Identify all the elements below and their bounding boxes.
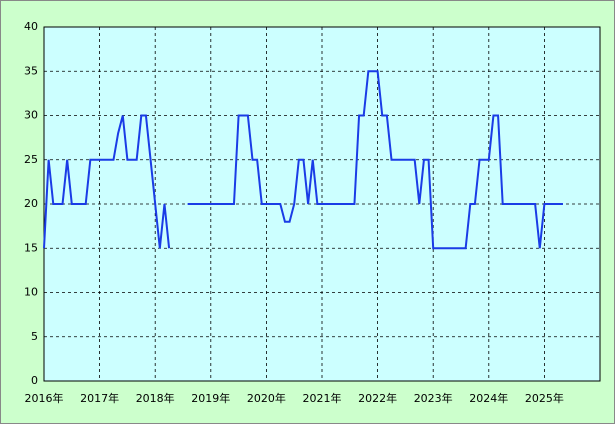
line <box>187 70 563 250</box>
x-tick-label: 2025年 <box>525 391 564 405</box>
y-tick-label: 20 <box>24 197 38 210</box>
y-tick-label: 5 <box>31 330 38 343</box>
x-tick-label: 2018年 <box>136 391 175 405</box>
y-tick-label: 0 <box>31 374 38 387</box>
y-tick-label: 15 <box>24 241 38 254</box>
x-tick-label: 2017年 <box>80 391 119 405</box>
y-tick-label: 30 <box>24 109 38 122</box>
x-tick-label: 2016年 <box>25 391 64 405</box>
line <box>43 114 171 249</box>
x-tick-label: 2019年 <box>191 391 230 405</box>
y-tick-label: 10 <box>24 286 38 299</box>
y-tick-label: 35 <box>24 64 38 77</box>
x-tick-label: 2023年 <box>414 391 453 405</box>
y-tick-label: 25 <box>24 153 38 166</box>
y-tick-label: 40 <box>24 20 38 33</box>
x-tick-label: 2021年 <box>303 391 342 405</box>
x-tick-label: 2020年 <box>247 391 286 405</box>
x-tick-label: 2024年 <box>469 391 508 405</box>
x-tick-label: 2022年 <box>358 391 397 405</box>
